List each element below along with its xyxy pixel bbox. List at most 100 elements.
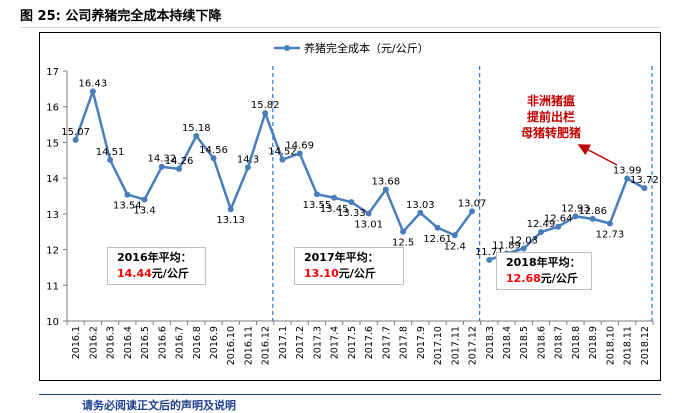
x-tick-label: 2016.3 bbox=[106, 326, 117, 359]
data-label: 11.89 bbox=[492, 241, 521, 252]
data-point bbox=[382, 186, 389, 193]
title-divider bbox=[20, 27, 661, 28]
data-point bbox=[624, 175, 631, 182]
x-tick-label: 2017.2 bbox=[295, 326, 306, 359]
data-label: 12.86 bbox=[578, 206, 607, 217]
average-note-2017-value: 13.10 bbox=[304, 267, 339, 280]
average-note-2018-unit: 元/公斤 bbox=[540, 272, 578, 285]
data-point bbox=[365, 210, 372, 217]
average-note-2017-unit: 元/公斤 bbox=[338, 267, 376, 280]
x-tick-label: 2017.6 bbox=[364, 326, 375, 359]
x-tick-label: 2018.10 bbox=[605, 326, 616, 365]
x-tick-label: 2018.12 bbox=[640, 326, 651, 365]
x-tick-label: 2016.12 bbox=[261, 326, 272, 365]
x-tick-label: 2016.10 bbox=[226, 326, 237, 365]
y-tick-label: 11 bbox=[46, 281, 59, 292]
average-note-2016-unit: 元/公斤 bbox=[151, 267, 189, 280]
data-point bbox=[72, 136, 79, 143]
data-label: 13.45 bbox=[320, 204, 349, 215]
x-tick-label: 2017.3 bbox=[312, 326, 323, 359]
data-point bbox=[537, 229, 544, 236]
average-note-2016-prefix: 2016年平均： bbox=[117, 251, 192, 264]
data-label: 13.99 bbox=[613, 166, 642, 177]
data-label: 13.07 bbox=[458, 198, 487, 209]
data-point bbox=[124, 191, 131, 198]
x-tick-label: 2018.5 bbox=[519, 326, 530, 359]
y-tick-label: 10 bbox=[46, 317, 59, 328]
footer-disclaimer: 请务必阅读正文后的声明及说明 bbox=[82, 399, 236, 412]
data-label: 14.3 bbox=[237, 154, 259, 165]
data-label: 15.82 bbox=[251, 100, 280, 111]
data-label: 12.61 bbox=[423, 234, 452, 245]
data-point bbox=[589, 215, 596, 222]
data-label: 13.03 bbox=[406, 200, 435, 211]
figure-title: 图 25: 公司养猪完全成本持续下降 bbox=[20, 9, 222, 24]
data-point bbox=[451, 232, 458, 239]
data-label: 15.18 bbox=[182, 123, 211, 134]
data-point bbox=[158, 163, 165, 170]
average-note-2017: 2017年平均： 13.10元/公斤 bbox=[294, 247, 404, 285]
data-point bbox=[313, 191, 320, 198]
data-label: 12.5 bbox=[392, 238, 414, 249]
data-point bbox=[520, 245, 527, 252]
data-point bbox=[417, 209, 424, 216]
y-tick-label: 15 bbox=[46, 138, 59, 149]
data-label: 13.72 bbox=[630, 175, 659, 186]
data-label: 13.01 bbox=[354, 220, 383, 231]
x-tick-label: 2017.9 bbox=[416, 326, 427, 359]
x-tick-label: 2017.5 bbox=[347, 326, 358, 359]
data-label: 14.51 bbox=[96, 147, 125, 158]
data-label: 12.4 bbox=[444, 241, 466, 252]
annotation-arrow bbox=[577, 144, 618, 166]
data-point bbox=[176, 165, 183, 172]
series-line bbox=[488, 177, 645, 262]
y-tick-label: 14 bbox=[46, 174, 59, 185]
x-tick-label: 2016.11 bbox=[243, 326, 254, 365]
x-tick-label: 2018.4 bbox=[502, 326, 513, 359]
x-tick-label: 2017.8 bbox=[399, 326, 410, 359]
data-point bbox=[606, 220, 613, 227]
x-tick-label: 2016.1 bbox=[71, 326, 82, 359]
data-point bbox=[141, 196, 148, 203]
data-label: 12.64 bbox=[544, 214, 573, 225]
legend-label: 养猪完全成本（元/公斤） bbox=[304, 41, 429, 55]
average-note-2018-value: 12.68 bbox=[506, 272, 541, 285]
x-tick-label: 2016.4 bbox=[123, 326, 134, 359]
data-point bbox=[227, 206, 234, 213]
data-point bbox=[486, 256, 493, 263]
data-label: 12.03 bbox=[509, 236, 538, 247]
x-tick-label: 2018.11 bbox=[623, 326, 634, 365]
data-label: 13.55 bbox=[303, 200, 332, 211]
footer-divider bbox=[39, 394, 661, 395]
average-note-2018: 2018年平均： 12.68元/公斤 bbox=[496, 252, 592, 290]
average-note-2016: 2016年平均： 14.44元/公斤 bbox=[107, 247, 206, 285]
data-point bbox=[348, 199, 355, 206]
data-label: 16.43 bbox=[79, 78, 108, 89]
data-label: 12.73 bbox=[596, 230, 625, 241]
data-point bbox=[107, 156, 114, 163]
x-tick-label: 2017.1 bbox=[278, 326, 289, 359]
x-tick-label: 2018.3 bbox=[485, 326, 496, 359]
data-label: 14.56 bbox=[199, 145, 228, 156]
data-point bbox=[279, 156, 286, 163]
data-point bbox=[331, 194, 338, 201]
data-point bbox=[400, 228, 407, 235]
y-tick-label: 13 bbox=[46, 210, 59, 221]
data-point bbox=[262, 110, 269, 117]
data-point bbox=[89, 88, 96, 95]
x-tick-label: 2018.9 bbox=[588, 326, 599, 359]
data-label: 13.4 bbox=[133, 206, 155, 217]
african-swine-fever-annotation: 非洲猪瘟 提前出栏 母猪转肥猪 bbox=[506, 93, 596, 141]
data-point bbox=[434, 224, 441, 231]
x-tick-label: 2017.10 bbox=[433, 326, 444, 365]
data-point bbox=[193, 133, 200, 139]
x-tick-label: 2017.4 bbox=[330, 326, 341, 359]
data-point bbox=[469, 208, 476, 215]
chart-frame bbox=[39, 32, 661, 381]
average-note-2017-prefix: 2017年平均： bbox=[304, 251, 379, 264]
y-tick-label: 12 bbox=[46, 246, 59, 257]
annotation-line: 母猪转肥猪 bbox=[520, 126, 581, 140]
x-tick-label: 2016.9 bbox=[209, 326, 220, 359]
x-tick-label: 2017.12 bbox=[468, 326, 479, 365]
